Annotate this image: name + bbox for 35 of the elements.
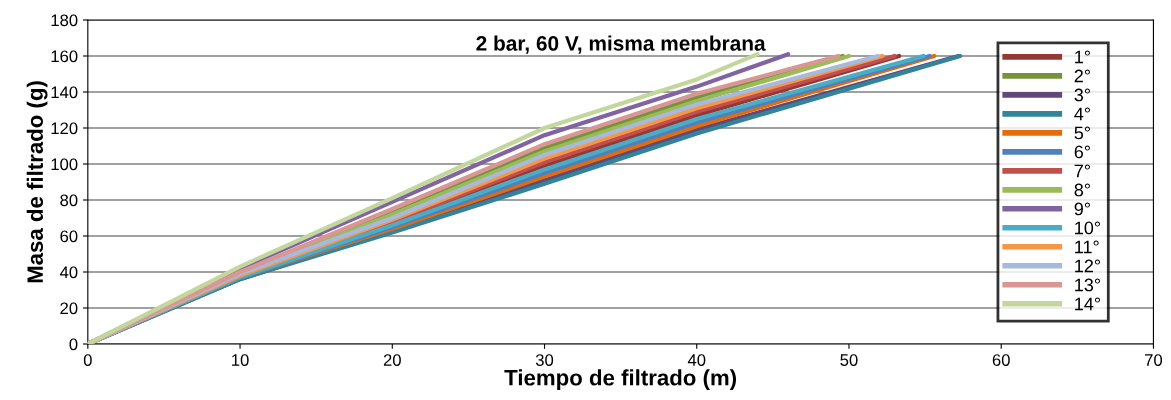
y-tick-label: 20 xyxy=(60,302,78,315)
legend-label: 9° xyxy=(1074,202,1090,216)
legend-label: 8° xyxy=(1074,183,1090,197)
y-tick-label: 120 xyxy=(51,122,78,135)
y-tick-label: 80 xyxy=(60,194,78,207)
y-tick-label: 100 xyxy=(51,158,78,171)
y-tick-label: 0 xyxy=(69,338,78,351)
y-tick-label: 180 xyxy=(51,14,78,27)
y-tick-label: 40 xyxy=(59,266,78,279)
x-tick-label: 70 xyxy=(1145,354,1163,366)
legend-label: 12° xyxy=(1075,259,1100,273)
y-axis-title: Masa de filtrado (g) xyxy=(26,81,48,283)
legend-label: 5° xyxy=(1074,126,1090,140)
y-tick-label: 60 xyxy=(60,230,78,243)
x-tick-label: 10 xyxy=(232,354,249,366)
legend-label: 6° xyxy=(1074,145,1090,159)
legend-label: 7° xyxy=(1074,164,1090,178)
legend-label: 10° xyxy=(1075,221,1100,235)
legend-label: 2° xyxy=(1074,69,1090,83)
y-tick-label: 160 xyxy=(51,50,78,63)
x-tick-label: 40 xyxy=(687,354,706,366)
text: 2 bar, 60 V, misma membrana xyxy=(476,35,766,54)
x-tick-label: 50 xyxy=(840,354,858,366)
legend-label: 11° xyxy=(1075,240,1099,254)
x-tick-label: 20 xyxy=(383,354,401,366)
legend-label: 14° xyxy=(1075,297,1100,311)
x-axis-title: Tiempo de filtrado (m) xyxy=(504,369,736,390)
legend-label: 4° xyxy=(1074,107,1090,121)
legend-label: 1° xyxy=(1075,50,1090,64)
legend-label: 13° xyxy=(1075,278,1100,292)
x-tick-label: 0 xyxy=(83,354,92,366)
x-tick-label: 30 xyxy=(535,354,554,366)
legend-label: 3° xyxy=(1074,88,1090,102)
y-tick-label: 140 xyxy=(51,86,78,99)
x-tick-label: 60 xyxy=(992,354,1010,366)
